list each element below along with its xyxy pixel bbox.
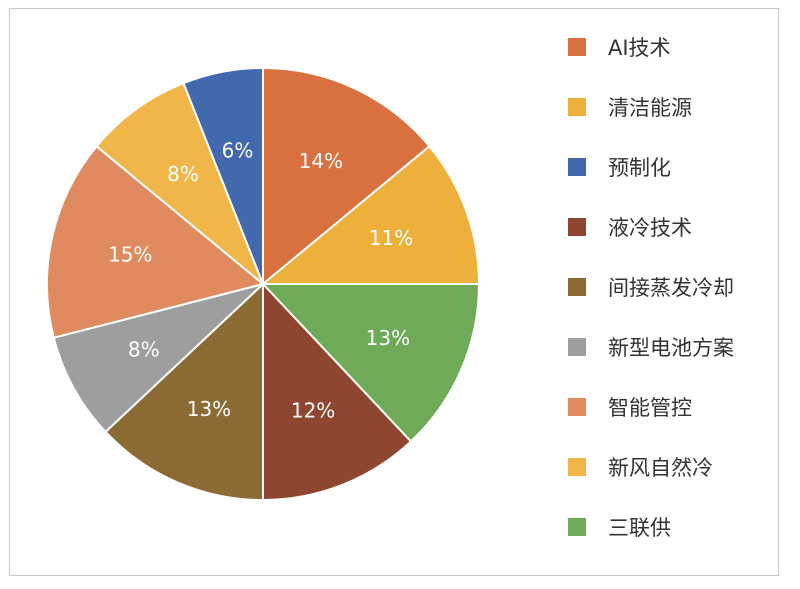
- legend-entry: 液冷技术: [568, 212, 692, 242]
- pie-slice: [260, 144, 481, 285]
- slice-data-label: 6%: [222, 138, 254, 162]
- pie-slice: [260, 283, 481, 443]
- legend-entry: 智能管控: [568, 392, 692, 422]
- legend-entry: AI技术: [568, 32, 671, 62]
- pie-slice: [46, 144, 266, 339]
- legend-label: 新型电池方案: [608, 336, 734, 360]
- legend-swatch: [568, 338, 586, 356]
- legend-label: 预制化: [608, 156, 671, 180]
- legend-label: 液冷技术: [608, 216, 692, 240]
- pie-slice: [95, 81, 264, 285]
- chart-frame: [9, 8, 779, 576]
- legend-entry: 三联供: [568, 512, 671, 542]
- legend-entry: 清洁能源: [568, 92, 692, 122]
- legend-entry: 预制化: [568, 152, 671, 182]
- pie-slice: [52, 283, 264, 434]
- legend-swatch: [568, 158, 586, 176]
- pie-slice: [262, 66, 431, 287]
- slice-data-label: 12%: [291, 399, 335, 423]
- pie-slice: [182, 66, 264, 285]
- legend-swatch: [568, 518, 586, 536]
- legend-label: 间接蒸发冷却: [608, 276, 734, 300]
- legend-swatch: [568, 458, 586, 476]
- legend-entry: 间接蒸发冷却: [568, 272, 734, 302]
- legend-swatch: [568, 38, 586, 56]
- legend-swatch: [568, 218, 586, 236]
- slice-data-label: 8%: [167, 162, 199, 186]
- pie-slice: [104, 281, 264, 502]
- legend-label: 三联供: [608, 516, 671, 540]
- legend-label: 智能管控: [608, 396, 692, 420]
- legend-entry: 新风自然冷: [568, 452, 713, 482]
- pie-slice: [262, 281, 413, 502]
- legend-label: 新风自然冷: [608, 456, 713, 480]
- slice-data-label: 15%: [108, 242, 152, 266]
- legend-swatch: [568, 278, 586, 296]
- slice-data-label: 11%: [369, 226, 413, 250]
- legend-entry: 新型电池方案: [568, 332, 734, 362]
- legend-label: 清洁能源: [608, 96, 692, 120]
- slice-data-label: 13%: [187, 397, 231, 421]
- legend-swatch: [568, 398, 586, 416]
- slice-data-label: 14%: [299, 149, 343, 173]
- legend-swatch: [568, 98, 586, 116]
- slice-data-label: 13%: [366, 326, 410, 350]
- slice-data-label: 8%: [128, 338, 160, 362]
- legend-label: AI技术: [608, 36, 671, 60]
